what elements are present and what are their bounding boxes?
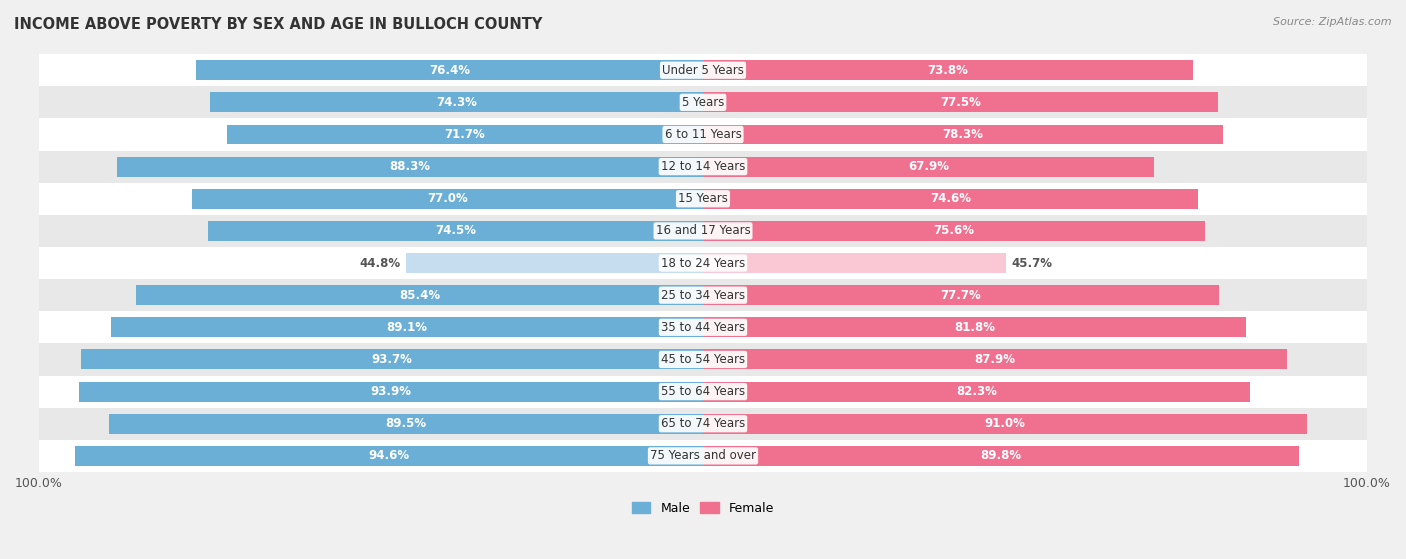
Text: 78.3%: 78.3% xyxy=(942,128,983,141)
Bar xyxy=(195,60,703,80)
Bar xyxy=(208,221,703,241)
Text: 88.3%: 88.3% xyxy=(389,160,430,173)
Text: 85.4%: 85.4% xyxy=(399,288,440,302)
Bar xyxy=(703,318,1246,337)
Text: Under 5 Years: Under 5 Years xyxy=(662,64,744,77)
Bar xyxy=(39,215,1367,247)
Bar xyxy=(39,279,1367,311)
Text: 94.6%: 94.6% xyxy=(368,449,409,462)
Text: 55 to 64 Years: 55 to 64 Years xyxy=(661,385,745,398)
Bar xyxy=(108,414,703,434)
Bar xyxy=(703,414,1308,434)
Bar xyxy=(703,285,1219,305)
Bar xyxy=(39,150,1367,183)
Bar xyxy=(703,189,1198,209)
Bar xyxy=(39,86,1367,119)
Text: Source: ZipAtlas.com: Source: ZipAtlas.com xyxy=(1274,17,1392,27)
Bar xyxy=(39,247,1367,279)
Bar xyxy=(39,311,1367,343)
Text: 75 Years and over: 75 Years and over xyxy=(650,449,756,462)
Bar xyxy=(226,125,703,144)
Bar xyxy=(703,221,1205,241)
Text: 5 Years: 5 Years xyxy=(682,96,724,109)
Bar xyxy=(80,382,703,401)
Bar xyxy=(703,382,1250,401)
Text: 74.5%: 74.5% xyxy=(434,224,477,238)
Bar xyxy=(39,408,1367,440)
Text: 89.5%: 89.5% xyxy=(385,417,426,430)
Text: 16 and 17 Years: 16 and 17 Years xyxy=(655,224,751,238)
Text: 15 Years: 15 Years xyxy=(678,192,728,205)
Text: 93.9%: 93.9% xyxy=(371,385,412,398)
Text: 91.0%: 91.0% xyxy=(984,417,1025,430)
Bar xyxy=(703,125,1223,144)
Text: 76.4%: 76.4% xyxy=(429,64,470,77)
Text: 12 to 14 Years: 12 to 14 Years xyxy=(661,160,745,173)
Text: 44.8%: 44.8% xyxy=(359,257,401,269)
Text: 74.3%: 74.3% xyxy=(436,96,477,109)
Text: 89.1%: 89.1% xyxy=(387,321,427,334)
Text: 67.9%: 67.9% xyxy=(908,160,949,173)
Bar xyxy=(111,318,703,337)
Text: 71.7%: 71.7% xyxy=(444,128,485,141)
Bar xyxy=(703,253,1007,273)
Text: 75.6%: 75.6% xyxy=(934,224,974,238)
Legend: Male, Female: Male, Female xyxy=(627,497,779,520)
Bar xyxy=(117,157,703,177)
Bar xyxy=(39,440,1367,472)
Bar xyxy=(39,343,1367,376)
Bar xyxy=(405,253,703,273)
Text: 89.8%: 89.8% xyxy=(980,449,1022,462)
Bar xyxy=(703,92,1218,112)
Text: 93.7%: 93.7% xyxy=(371,353,412,366)
Text: 35 to 44 Years: 35 to 44 Years xyxy=(661,321,745,334)
Text: 77.0%: 77.0% xyxy=(427,192,468,205)
Bar xyxy=(39,183,1367,215)
Bar xyxy=(39,376,1367,408)
Text: 65 to 74 Years: 65 to 74 Years xyxy=(661,417,745,430)
Text: 45.7%: 45.7% xyxy=(1012,257,1053,269)
Text: 82.3%: 82.3% xyxy=(956,385,997,398)
Bar xyxy=(703,60,1194,80)
Bar xyxy=(39,54,1367,86)
Text: 87.9%: 87.9% xyxy=(974,353,1015,366)
Text: 77.5%: 77.5% xyxy=(939,96,981,109)
Bar xyxy=(703,157,1154,177)
Bar xyxy=(209,92,703,112)
Bar xyxy=(191,189,703,209)
Text: 73.8%: 73.8% xyxy=(928,64,969,77)
Bar xyxy=(703,349,1286,369)
Text: 81.8%: 81.8% xyxy=(955,321,995,334)
Bar xyxy=(80,349,703,369)
Bar xyxy=(39,119,1367,150)
Text: 74.6%: 74.6% xyxy=(931,192,972,205)
Text: INCOME ABOVE POVERTY BY SEX AND AGE IN BULLOCH COUNTY: INCOME ABOVE POVERTY BY SEX AND AGE IN B… xyxy=(14,17,543,32)
Text: 77.7%: 77.7% xyxy=(941,288,981,302)
Bar xyxy=(703,446,1299,466)
Text: 6 to 11 Years: 6 to 11 Years xyxy=(665,128,741,141)
Bar xyxy=(75,446,703,466)
Text: 25 to 34 Years: 25 to 34 Years xyxy=(661,288,745,302)
Text: 18 to 24 Years: 18 to 24 Years xyxy=(661,257,745,269)
Text: 45 to 54 Years: 45 to 54 Years xyxy=(661,353,745,366)
Bar xyxy=(136,285,703,305)
